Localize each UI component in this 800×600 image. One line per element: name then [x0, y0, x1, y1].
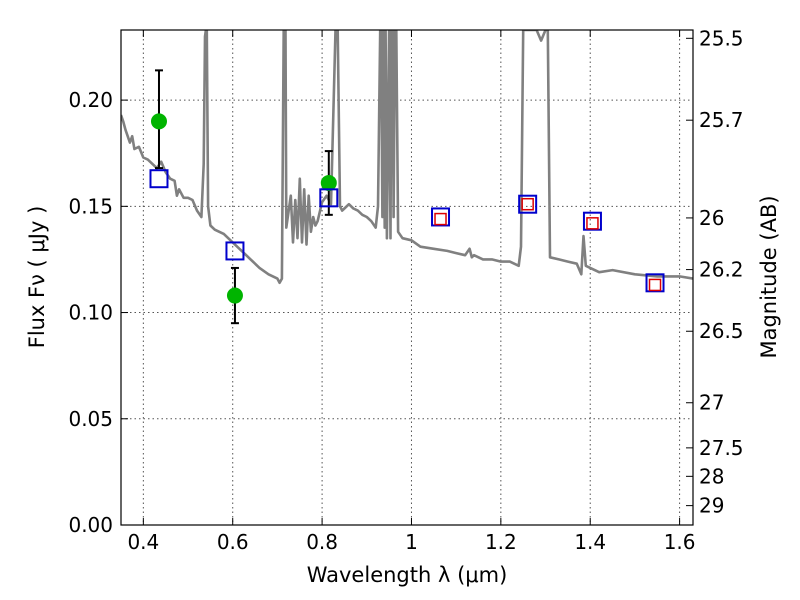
- nir-flux-square: [521, 197, 534, 211]
- model-flux-square: [645, 273, 665, 293]
- nir-flux-square: [586, 217, 599, 230]
- observed-flux-point: [320, 174, 337, 191]
- plot-area: [121, 30, 693, 325]
- right-y-tick-label: 26.5: [699, 319, 744, 343]
- y-tick-label: 0.15: [68, 194, 113, 218]
- model-flux-square: [319, 188, 339, 208]
- x-tick-label: 1.6: [664, 530, 696, 554]
- right-y-axis-label: Magnitude (AB): [757, 195, 781, 358]
- nir-flux-square: [434, 212, 447, 226]
- right-y-tick-label: 29: [699, 494, 724, 518]
- x-tick-label: 1: [405, 530, 418, 554]
- y-tick-label: 0.10: [68, 301, 113, 325]
- model-flux-square: [431, 207, 451, 227]
- right-y-tick-label: 27: [699, 391, 724, 415]
- observed-flux-point: [150, 113, 167, 130]
- model-flux-square: [518, 194, 538, 214]
- right-y-tick-label: 26.2: [699, 258, 744, 282]
- x-tick-label: 0.8: [306, 530, 338, 554]
- x-axis-label: Wavelength λ (μm): [307, 563, 508, 587]
- x-tick-label: 1.2: [485, 530, 517, 554]
- axis-ticks: 0.4 0.6 0.8 1 1.2 1.4 1.6 0.00 0.05 0.10 0.15 0.20 2…: [68, 26, 743, 554]
- right-y-tick-label: 25.7: [699, 108, 744, 132]
- right-y-tick-label: 28: [699, 464, 724, 488]
- right-y-tick-label: 26: [699, 206, 724, 230]
- x-tick-label: 1.4: [574, 530, 606, 554]
- x-tick-label: 0.6: [217, 530, 249, 554]
- model-flux-square: [582, 211, 602, 231]
- y-tick-label: 0.05: [68, 407, 113, 431]
- y-tick-label: 0.00: [68, 513, 113, 537]
- model-flux-square: [149, 169, 169, 189]
- y-axis-label: Flux Fν ( μJy ): [25, 206, 49, 349]
- sed-model-line: [121, 30, 693, 285]
- nir-flux-square: [648, 278, 662, 292]
- right-y-tick-label: 27.5: [699, 436, 744, 460]
- right-y-tick-label: 25.5: [699, 26, 744, 50]
- y-tick-label: 0.20: [68, 88, 113, 112]
- x-tick-label: 0.4: [127, 530, 159, 554]
- observed-flux-point: [226, 287, 243, 304]
- model-flux-square: [225, 241, 245, 261]
- plot-frame: [120, 29, 694, 526]
